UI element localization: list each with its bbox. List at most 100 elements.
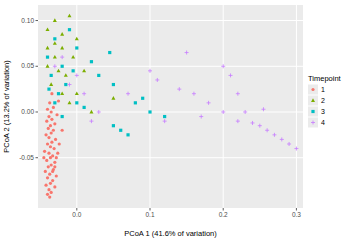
point xyxy=(50,141,53,144)
x-axis-title: PCoA 1 (41.6% of variation) xyxy=(124,229,217,238)
point xyxy=(45,159,48,162)
legend-marker xyxy=(311,121,315,125)
point xyxy=(112,83,115,86)
point xyxy=(280,137,284,141)
chart: 0.00.10.20.3-0.050.000.050.10PCoA 1 (41.… xyxy=(0,0,355,240)
point xyxy=(47,136,50,139)
point xyxy=(75,91,79,95)
point xyxy=(148,69,152,73)
point xyxy=(192,92,196,96)
point xyxy=(177,87,181,91)
y-tick-label: 0.05 xyxy=(21,62,34,69)
y-axis-title: PCoA 2 (13.2% of variation) xyxy=(2,60,11,153)
point xyxy=(60,91,64,95)
legend-label: 4 xyxy=(321,119,325,126)
point xyxy=(261,107,265,111)
point xyxy=(53,122,56,125)
point xyxy=(50,92,53,95)
point xyxy=(108,51,111,54)
y-grid xyxy=(38,20,303,21)
point xyxy=(48,101,51,104)
point xyxy=(82,92,86,96)
legend-label: 1 xyxy=(321,86,325,93)
point xyxy=(64,83,67,86)
point xyxy=(52,106,55,109)
point xyxy=(53,64,57,68)
point xyxy=(134,101,137,104)
y-tick-label: 0.00 xyxy=(21,108,34,115)
point xyxy=(61,65,64,68)
x-tick-label: 0.3 xyxy=(292,211,301,218)
point xyxy=(52,129,55,132)
point xyxy=(61,129,64,132)
point xyxy=(250,121,254,125)
point xyxy=(47,88,50,91)
point xyxy=(49,124,52,127)
point xyxy=(42,156,45,159)
y-grid xyxy=(38,66,303,67)
points xyxy=(42,14,298,199)
point xyxy=(51,154,54,157)
point xyxy=(47,115,50,118)
point xyxy=(82,69,86,73)
point xyxy=(126,92,130,96)
x-tick-label: 0.2 xyxy=(219,211,228,218)
legend-title: Timepoint xyxy=(308,74,342,83)
point xyxy=(51,179,54,182)
point xyxy=(111,96,115,100)
point xyxy=(50,191,53,194)
point xyxy=(47,127,50,130)
point xyxy=(55,113,58,116)
point xyxy=(48,195,51,198)
point xyxy=(53,37,56,40)
x-tick-label: 0.1 xyxy=(145,211,154,218)
point xyxy=(50,131,53,134)
point xyxy=(50,110,53,113)
point xyxy=(236,119,240,123)
point xyxy=(47,165,50,168)
point xyxy=(258,124,262,128)
point xyxy=(71,55,75,59)
point xyxy=(51,170,54,173)
point xyxy=(287,142,291,146)
point xyxy=(75,37,79,41)
point xyxy=(75,101,78,104)
point xyxy=(46,142,49,145)
point xyxy=(53,101,56,104)
point xyxy=(221,110,225,114)
point xyxy=(50,118,53,121)
point xyxy=(43,150,46,153)
y-tick xyxy=(36,20,39,21)
point xyxy=(119,129,122,132)
point xyxy=(90,60,93,63)
point xyxy=(236,92,240,96)
point xyxy=(44,170,47,173)
point xyxy=(47,188,50,191)
point xyxy=(61,115,64,118)
point xyxy=(55,174,58,177)
legend-label: 3 xyxy=(321,108,325,115)
point xyxy=(44,133,47,136)
point xyxy=(50,163,53,166)
point xyxy=(67,14,71,18)
legend-marker xyxy=(311,88,314,91)
point xyxy=(199,115,203,119)
point xyxy=(53,185,56,188)
point xyxy=(46,193,49,196)
point xyxy=(53,165,56,168)
point xyxy=(126,133,129,136)
point xyxy=(67,83,71,87)
point xyxy=(57,92,60,95)
y-tick xyxy=(36,66,39,67)
y-grid xyxy=(38,157,303,158)
point xyxy=(112,124,115,127)
point xyxy=(60,55,64,59)
point xyxy=(148,110,151,113)
x-grid xyxy=(76,5,77,208)
point xyxy=(53,161,56,164)
point xyxy=(75,73,79,77)
y-tick-label: 0.10 xyxy=(21,17,34,24)
legend-key xyxy=(308,118,318,128)
legend-key xyxy=(308,107,318,117)
point xyxy=(72,69,75,72)
